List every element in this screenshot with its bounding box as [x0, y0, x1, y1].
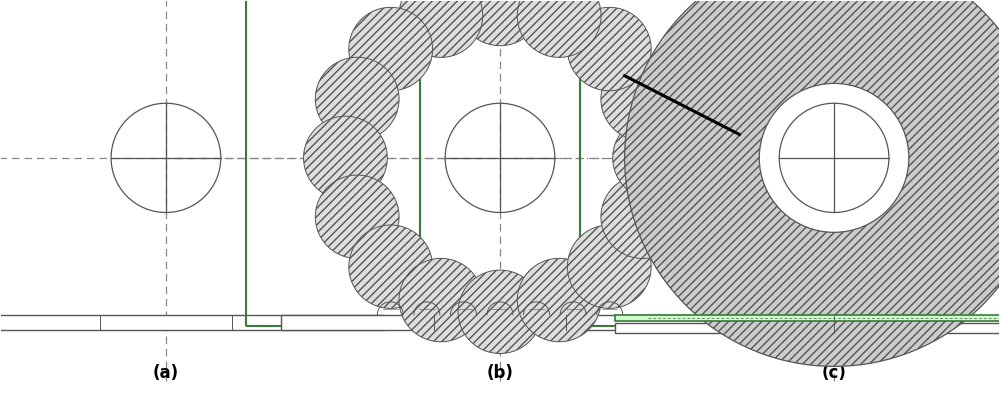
- Ellipse shape: [315, 175, 399, 258]
- Ellipse shape: [399, 0, 483, 58]
- Text: (c): (c): [822, 364, 847, 382]
- Ellipse shape: [613, 116, 696, 200]
- Text: (a): (a): [153, 364, 179, 382]
- Bar: [0, 315, 385, 330]
- Bar: [246, 0, 754, 326]
- Ellipse shape: [349, 225, 433, 309]
- Ellipse shape: [458, 270, 542, 353]
- Ellipse shape: [304, 116, 387, 200]
- Ellipse shape: [601, 175, 685, 258]
- Ellipse shape: [567, 7, 651, 91]
- Ellipse shape: [759, 84, 909, 232]
- Ellipse shape: [399, 258, 483, 342]
- Ellipse shape: [601, 57, 685, 141]
- Ellipse shape: [567, 225, 651, 309]
- Ellipse shape: [315, 57, 399, 141]
- Bar: [580, 0, 1000, 326]
- Ellipse shape: [349, 7, 433, 91]
- Text: (b): (b): [487, 364, 513, 382]
- Text: 10: 10: [614, 140, 645, 160]
- Bar: [615, 315, 1000, 322]
- Ellipse shape: [458, 0, 542, 46]
- Ellipse shape: [625, 0, 1000, 366]
- Bar: [0, 0, 420, 326]
- Bar: [615, 323, 1000, 333]
- Bar: [281, 315, 719, 330]
- Ellipse shape: [517, 258, 601, 342]
- Ellipse shape: [517, 0, 601, 58]
